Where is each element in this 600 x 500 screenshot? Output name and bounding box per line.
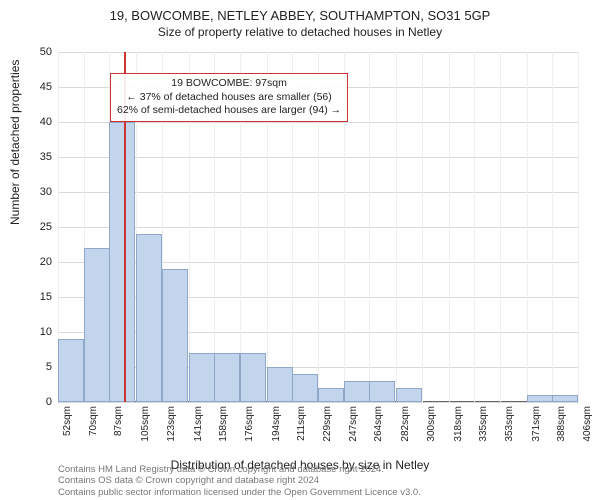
- xtick-label: 300sqm: [426, 406, 437, 442]
- ytick-label: 10: [40, 326, 52, 338]
- xtick-label: 141sqm: [193, 406, 204, 442]
- histogram-bar: [240, 353, 266, 402]
- xtick-label: 158sqm: [218, 406, 229, 442]
- chart-container: 19, BOWCOMBE, NETLEY ABBEY, SOUTHAMPTON,…: [0, 0, 600, 500]
- xtick-label: 247sqm: [348, 406, 359, 442]
- histogram-bar: [109, 122, 135, 402]
- xtick-label: 388sqm: [556, 406, 567, 442]
- histogram-bar: [267, 367, 293, 402]
- xtick-label: 406sqm: [582, 406, 593, 442]
- xtick-label: 318sqm: [453, 406, 464, 442]
- title-area: 19, BOWCOMBE, NETLEY ABBEY, SOUTHAMPTON,…: [0, 0, 600, 39]
- xtick-label: 229sqm: [322, 406, 333, 442]
- y-axis-label: Number of detached properties: [8, 60, 22, 225]
- xtick-label: 176sqm: [244, 406, 255, 442]
- gridline-v: [422, 52, 423, 402]
- ytick-label: 5: [46, 361, 52, 373]
- gridline-v: [578, 52, 579, 402]
- xtick-label: 123sqm: [166, 406, 177, 442]
- histogram-bar: [527, 395, 553, 402]
- gridline-v: [396, 52, 397, 402]
- gridline-v: [527, 52, 528, 402]
- gridline-v: [449, 52, 450, 402]
- annotation-line: 62% of semi-detached houses are larger (…: [117, 104, 341, 118]
- gridline-h: [58, 402, 578, 403]
- annotation-line: ← 37% of detached houses are smaller (56…: [117, 91, 341, 105]
- xtick-label: 282sqm: [400, 406, 411, 442]
- histogram-bar: [189, 353, 215, 402]
- ytick-label: 40: [40, 116, 52, 128]
- histogram-bar: [552, 395, 578, 402]
- title-sub: Size of property relative to detached ho…: [0, 25, 600, 39]
- histogram-bar: [344, 381, 370, 402]
- xtick-label: 264sqm: [373, 406, 384, 442]
- ytick-label: 0: [46, 396, 52, 408]
- title-main: 19, BOWCOMBE, NETLEY ABBEY, SOUTHAMPTON,…: [0, 8, 600, 23]
- histogram-bar: [58, 339, 84, 402]
- ytick-label: 45: [40, 81, 52, 93]
- histogram-bar: [396, 388, 422, 402]
- ytick-label: 35: [40, 151, 52, 163]
- gridline-v: [474, 52, 475, 402]
- attribution-line: Contains OS data © Crown copyright and d…: [58, 475, 421, 486]
- xtick-label: 335sqm: [478, 406, 489, 442]
- attribution-line: Contains HM Land Registry data © Crown c…: [58, 464, 421, 475]
- histogram-bar: [84, 248, 110, 402]
- annotation-line: 19 BOWCOMBE: 97sqm: [117, 77, 341, 91]
- xtick-label: 70sqm: [88, 406, 99, 436]
- gridline-v: [552, 52, 553, 402]
- histogram-bar: [214, 353, 240, 402]
- ytick-label: 20: [40, 256, 52, 268]
- plot-area: 0510152025303540455052sqm70sqm87sqm105sq…: [58, 52, 578, 402]
- xtick-label: 353sqm: [504, 406, 515, 442]
- annotation-box: 19 BOWCOMBE: 97sqm← 37% of detached hous…: [110, 73, 348, 122]
- xtick-label: 105sqm: [140, 406, 151, 442]
- attribution-line: Contains public sector information licen…: [58, 487, 421, 498]
- histogram-bar: [292, 374, 318, 402]
- ytick-label: 50: [40, 46, 52, 58]
- xtick-label: 371sqm: [531, 406, 542, 442]
- xtick-label: 194sqm: [271, 406, 282, 442]
- histogram-bar: [318, 388, 344, 402]
- xtick-label: 52sqm: [62, 406, 73, 436]
- xtick-label: 211sqm: [296, 406, 307, 441]
- gridline-v: [500, 52, 501, 402]
- xtick-label: 87sqm: [113, 406, 124, 436]
- ytick-label: 15: [40, 291, 52, 303]
- histogram-bar: [136, 234, 162, 402]
- ytick-label: 25: [40, 221, 52, 233]
- ytick-label: 30: [40, 186, 52, 198]
- histogram-bar: [369, 381, 395, 402]
- attribution: Contains HM Land Registry data © Crown c…: [58, 464, 421, 498]
- gridline-v: [369, 52, 370, 402]
- histogram-bar: [162, 269, 188, 402]
